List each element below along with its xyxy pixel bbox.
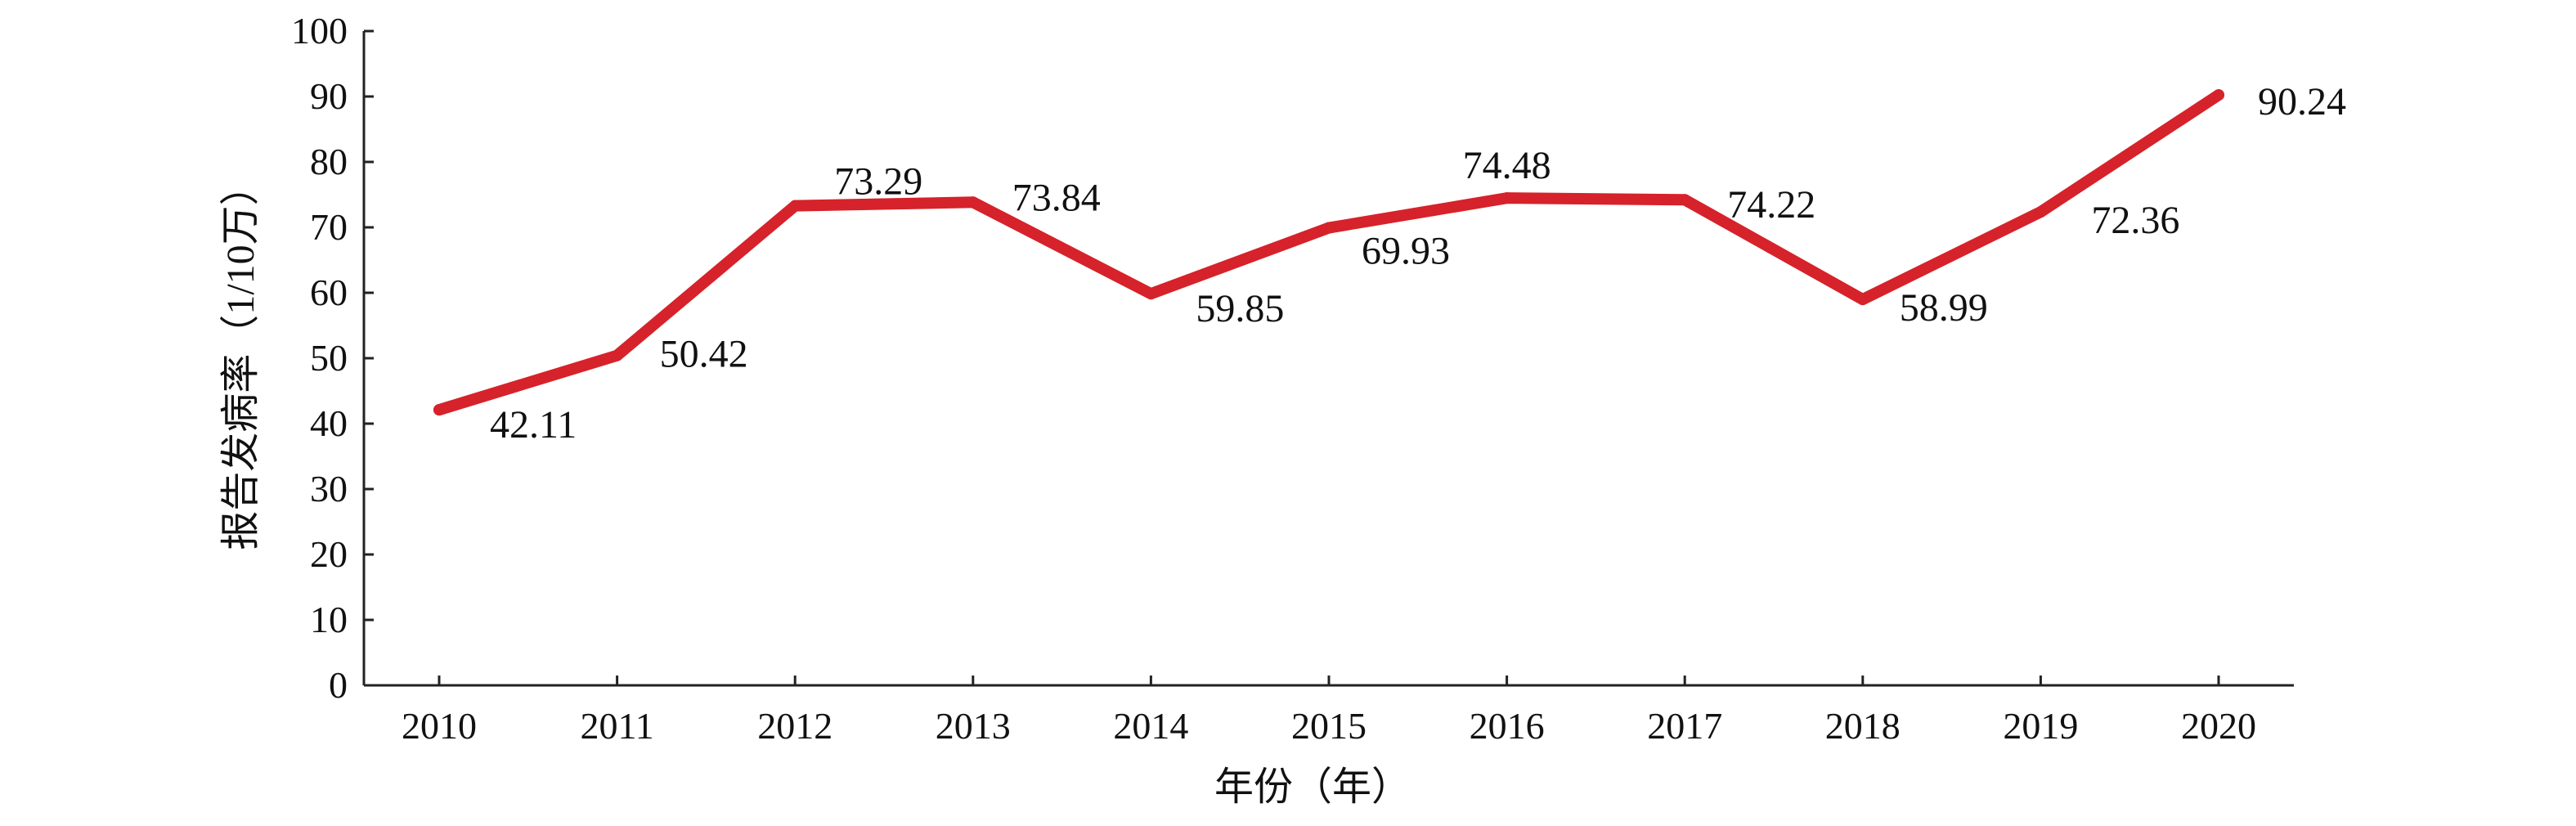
data-label: 42.11 [490,403,577,447]
data-label: 50.42 [660,333,748,376]
y-tick-label: 50 [310,337,348,379]
x-axis-ticks: 2010 2011 2012 2013 2014 2015 2016 2017 2018 2019… [402,676,2256,747]
data-label: 58.99 [1900,286,1988,330]
data-label: 73.29 [834,160,922,204]
y-tick-label: 70 [310,206,348,248]
data-point [433,404,445,416]
y-tick-label: 40 [310,402,348,444]
y-tick-label: 10 [310,599,348,640]
x-tick-label: 2011 [580,705,653,747]
y-axis-label: 报告发病率（1/10万） [219,166,263,550]
y-tick-label: 0 [329,664,348,706]
x-tick-label: 2019 [2003,705,2078,747]
data-label: 73.84 [1012,176,1101,219]
data-label: 59.85 [1196,287,1284,330]
data-label: 90.24 [2258,80,2346,123]
y-tick-label: 20 [310,533,348,575]
x-tick-label: 2012 [757,705,832,747]
x-tick-label: 2014 [1113,705,1188,747]
data-point [2035,206,2047,218]
x-tick-label: 2010 [402,705,477,747]
x-tick-label: 2015 [1291,705,1367,747]
data-point [1145,288,1157,300]
x-axis-label: 年份（年） [1214,765,1411,809]
y-tick-label: 30 [310,468,348,510]
series-layer [433,89,2224,416]
data-point [1856,294,1869,306]
x-tick-label: 2017 [1647,705,1722,747]
data-point [2213,89,2224,101]
data-label: 72.36 [2091,199,2179,242]
y-tick-label: 100 [291,10,348,52]
data-point [611,349,623,361]
x-tick-label: 2016 [1470,705,1545,747]
data-point [967,196,979,209]
axes [362,31,2294,687]
data-point [1501,192,1513,204]
y-tick-label: 60 [310,272,348,313]
y-tick-label: 80 [310,141,348,182]
data-point [1323,222,1335,234]
data-label: 74.48 [1463,144,1551,187]
y-tick-label: 90 [310,75,348,117]
y-axis-ticks: 0 10 20 30 40 50 60 70 80 90 100 [291,10,374,706]
data-point [789,200,801,212]
x-tick-label: 2018 [1825,705,1901,747]
x-tick-label: 2020 [2181,705,2256,747]
data-label: 74.22 [1727,183,1815,227]
data-point [1679,194,1691,206]
x-tick-label: 2013 [936,705,1011,747]
data-labels: 42.11 50.42 73.29 73.84 59.85 69.93 74.48 74.22… [490,80,2346,447]
data-label: 69.93 [1362,230,1450,273]
